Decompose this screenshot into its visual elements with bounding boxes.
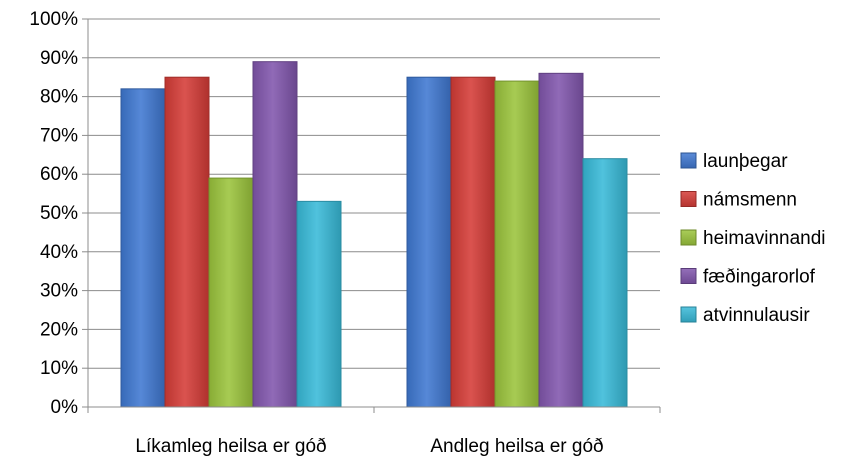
bar-launþegar-0 bbox=[120, 88, 166, 408]
y-tick-label: 30% bbox=[40, 281, 78, 302]
legend-label: námsmenn bbox=[703, 190, 797, 211]
bar-launþegar-1 bbox=[406, 76, 452, 408]
x-category-label: Líkamleg heilsa er góð bbox=[135, 436, 326, 457]
y-tick-label: 40% bbox=[40, 242, 78, 263]
legend-swatch bbox=[680, 191, 697, 207]
legend-label: launþegar bbox=[703, 151, 788, 172]
y-tick-label: 60% bbox=[40, 164, 78, 185]
y-tick-label: 20% bbox=[40, 319, 78, 340]
legend-swatch bbox=[680, 229, 697, 246]
y-tick-label: 70% bbox=[40, 125, 78, 146]
legend-label: heimavinnandi bbox=[703, 228, 826, 249]
y-tick-label: 80% bbox=[40, 87, 78, 108]
bars bbox=[120, 61, 628, 408]
legend-label: fæðingarorlof bbox=[703, 267, 816, 288]
bar-heimavinnandi-1 bbox=[494, 80, 540, 408]
bar-námsmenn-1 bbox=[450, 76, 496, 408]
bar-atvinnulausir-0 bbox=[296, 200, 342, 408]
legend-swatch bbox=[680, 268, 697, 284]
legend-swatch bbox=[680, 152, 697, 169]
x-category-label: Andleg heilsa er góð bbox=[430, 436, 603, 457]
bar-fæðingarorlof-1 bbox=[538, 72, 584, 408]
y-tick-label: 100% bbox=[29, 9, 78, 30]
bar-atvinnulausir-1 bbox=[582, 158, 628, 408]
bar-námsmenn-0 bbox=[164, 76, 210, 408]
axes bbox=[82, 18, 661, 413]
bar-heimavinnandi-0 bbox=[208, 177, 254, 408]
y-tick-label: 0% bbox=[51, 397, 79, 418]
legend-swatch bbox=[680, 306, 697, 323]
bar-fæðingarorlof-0 bbox=[252, 61, 298, 408]
legend: launþegar námsmenn heimavinnandi fæðingaror… bbox=[680, 151, 826, 326]
y-tick-label: 90% bbox=[40, 48, 78, 69]
y-tick-label: 50% bbox=[40, 203, 78, 224]
y-tick-label: 10% bbox=[40, 358, 78, 379]
legend-label: atvinnulausir bbox=[703, 305, 810, 326]
labels: 0% 10% 20% 30% 40% 50% 60% 70% 80% 90% 100% Líkamle… bbox=[29, 9, 603, 457]
